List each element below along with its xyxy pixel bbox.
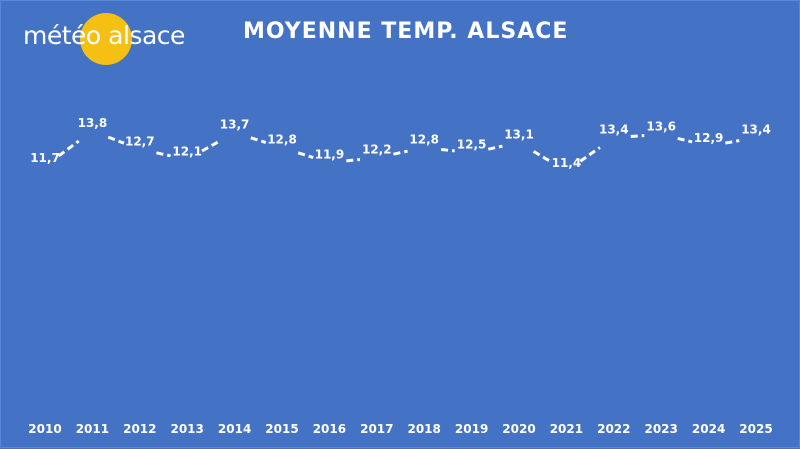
series-segment-2018-2019	[440, 147, 455, 153]
x-tick-label-2022: 2022	[597, 422, 630, 436]
data-label-2013: 12,1	[172, 144, 202, 158]
x-tick-label-2016: 2016	[313, 422, 346, 436]
x-tick-label-2011: 2011	[76, 422, 109, 436]
data-label-2021: 11,4	[552, 156, 582, 170]
series-segment-2021-2022	[579, 146, 601, 163]
series-segment-2013-2014	[201, 139, 221, 153]
data-label-2010: 11,7	[30, 151, 60, 165]
data-label-2023: 13,6	[646, 119, 676, 133]
x-tick-label-2021: 2021	[550, 422, 583, 436]
series-segment-2019-2020	[487, 144, 503, 151]
series-segment-2015-2016	[297, 151, 314, 159]
series-segment-2012-2013	[156, 151, 171, 158]
data-label-2018: 12,8	[409, 133, 439, 147]
data-label-2019: 12,5	[457, 138, 487, 152]
data-label-2022: 13,4	[599, 123, 629, 137]
series-segment-2011-2012	[107, 135, 125, 145]
data-label-2016: 11,9	[315, 148, 345, 162]
sun-icon	[80, 13, 132, 65]
x-tick-label-2024: 2024	[692, 422, 725, 436]
chart-title: MOYENNE TEMP. ALSACE	[243, 19, 569, 44]
data-label-2012: 12,7	[125, 134, 155, 148]
brand-logo: météo alsace	[23, 13, 193, 65]
x-tick-label-2020: 2020	[502, 422, 535, 436]
series-segment-2022-2023	[630, 134, 645, 138]
data-label-2025: 13,4	[741, 123, 771, 137]
x-tick-label-2017: 2017	[360, 422, 393, 436]
x-tick-label-2023: 2023	[644, 422, 677, 436]
logo-text: météo alsace	[23, 21, 185, 50]
series-segment-2020-2021	[532, 150, 553, 164]
data-label-2014: 13,7	[220, 118, 250, 132]
data-label-2024: 12,9	[694, 131, 724, 145]
series-segment-2014-2015	[250, 136, 267, 144]
series-segment-2016-2017	[346, 157, 361, 163]
series-segment-2010-2011	[57, 139, 80, 158]
series-segment-2017-2018	[393, 149, 408, 156]
x-tick-label-2010: 2010	[28, 422, 61, 436]
x-tick-label-2012: 2012	[123, 422, 156, 436]
x-tick-label-2018: 2018	[407, 422, 440, 436]
x-tick-label-2025: 2025	[739, 422, 772, 436]
x-tick-label-2015: 2015	[265, 422, 298, 436]
x-tick-label-2013: 2013	[170, 422, 203, 436]
data-label-2011: 13,8	[78, 116, 108, 130]
data-label-2017: 12,2	[362, 143, 392, 157]
data-label-2015: 12,8	[267, 133, 297, 147]
series-segment-2024-2025	[725, 139, 740, 145]
series-segment-2023-2024	[677, 136, 693, 144]
data-label-2020: 13,1	[504, 128, 534, 142]
x-tick-label-2014: 2014	[218, 422, 251, 436]
x-tick-label-2019: 2019	[455, 422, 488, 436]
